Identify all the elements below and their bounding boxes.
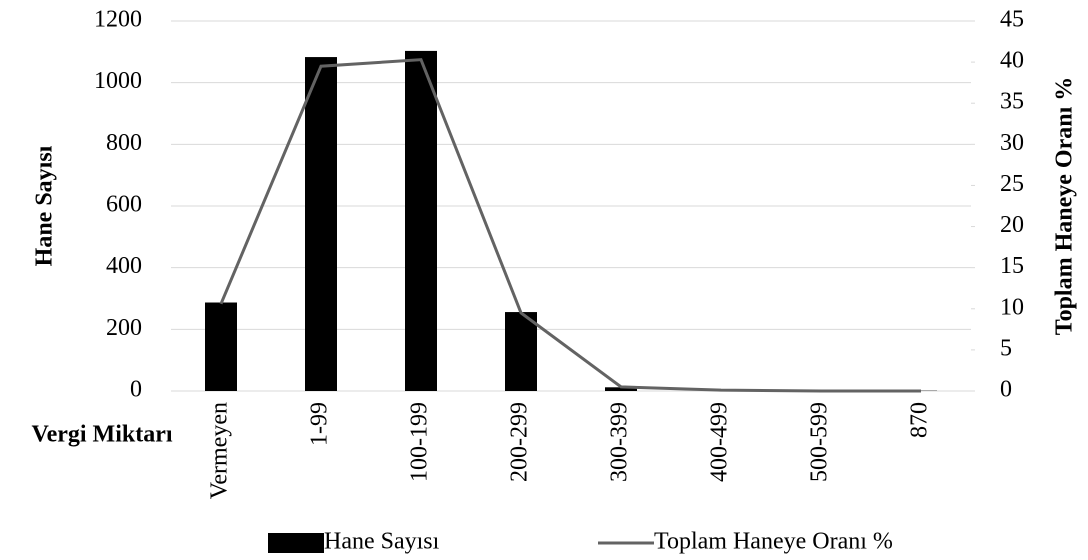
y-axis-label: Hane Sayısı [32,145,58,266]
y2-tick-label: 25 [1000,171,1024,197]
x-tick-label: 500-599 [807,402,833,482]
y-tick-label: 0 [130,377,142,403]
y2-tick-label: 5 [1000,335,1012,361]
y-tick-label: 600 [106,192,142,218]
y2-tick-label: 15 [1000,253,1024,279]
y2-tick-label: 10 [1000,294,1024,320]
y2-tick-label: 0 [1000,377,1012,403]
x-axis-label: Vergi Miktarı [31,422,172,448]
y2-tick-label: 35 [1000,89,1024,115]
x-tick-label: Vermeyen [207,402,233,499]
legend-label: Toplam Haneye Oranı % [654,529,893,555]
y-tick-label: 400 [106,253,142,279]
y2-axis-label: Toplam Haneye Oranı % [1052,77,1078,335]
x-tick-label: 300-399 [607,402,633,482]
line [219,58,921,393]
x-tick-label: 870 [907,402,933,438]
x-tick-label: 100-199 [407,402,433,482]
y-tick-label: 800 [106,130,142,156]
bar [505,312,537,391]
x-tick-label: 1-99 [307,402,333,446]
bar [205,302,237,391]
bar [405,50,437,392]
y-tick-label: 1200 [94,7,142,33]
legend-swatch [268,533,324,553]
y2-tick-label: 40 [1000,48,1024,74]
y-tick-label: 1000 [94,68,142,94]
y2-tick-label: 30 [1000,130,1024,156]
x-tick-label: 200-299 [507,402,533,482]
y2-tick-label: 45 [1000,7,1024,33]
bar [605,387,637,391]
x-tick-label: 400-499 [707,402,733,482]
y-tick-label: 200 [106,315,142,341]
bar [305,57,337,391]
y2-tick-label: 20 [1000,212,1024,238]
legend-label: Hane Sayısı [324,529,440,555]
